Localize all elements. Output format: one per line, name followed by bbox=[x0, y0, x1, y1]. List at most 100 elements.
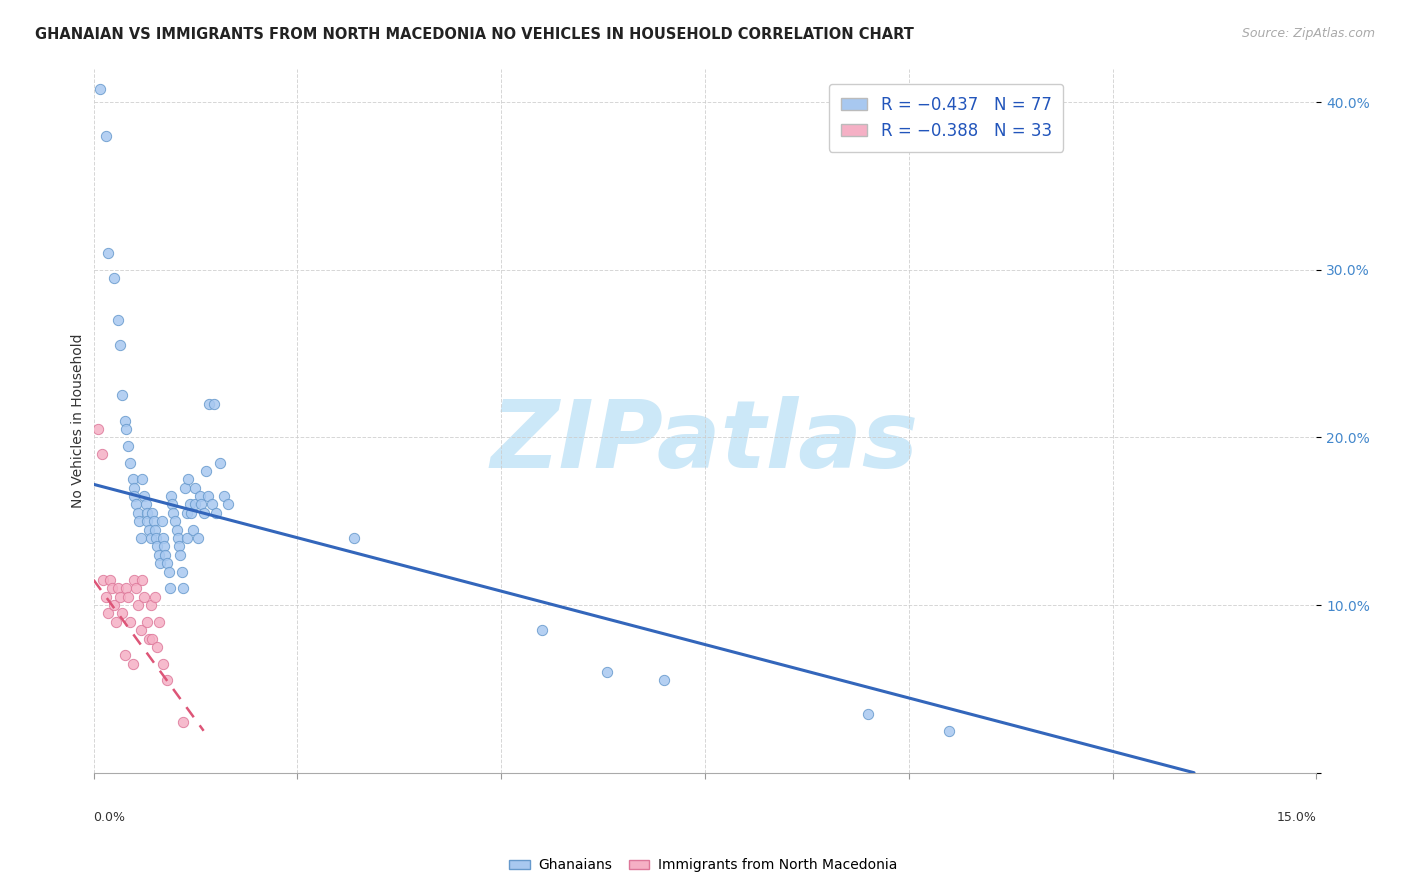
Point bbox=[141, 506, 163, 520]
Point bbox=[198, 397, 221, 411]
Point bbox=[135, 615, 157, 629]
Point bbox=[145, 531, 167, 545]
Point bbox=[124, 481, 146, 495]
Point bbox=[212, 489, 235, 503]
Point bbox=[125, 582, 148, 596]
Point bbox=[181, 523, 204, 537]
Point bbox=[343, 531, 366, 545]
Point bbox=[188, 489, 211, 503]
Point bbox=[105, 615, 128, 629]
Point bbox=[195, 464, 218, 478]
Point bbox=[139, 531, 162, 545]
Point bbox=[160, 489, 183, 503]
Point bbox=[115, 422, 138, 436]
Point bbox=[141, 632, 163, 646]
Point bbox=[86, 422, 108, 436]
Point bbox=[108, 338, 131, 352]
Point bbox=[131, 573, 153, 587]
Point bbox=[98, 573, 121, 587]
Point bbox=[129, 531, 152, 545]
Point bbox=[138, 523, 160, 537]
Legend: R = −0.437   N = 77, R = −0.388   N = 33: R = −0.437 N = 77, R = −0.388 N = 33 bbox=[830, 84, 1063, 152]
Point bbox=[121, 472, 143, 486]
Point bbox=[135, 506, 157, 520]
Point bbox=[176, 506, 198, 520]
Text: Source: ZipAtlas.com: Source: ZipAtlas.com bbox=[1241, 27, 1375, 40]
Point bbox=[179, 498, 201, 512]
Legend: Ghanaians, Immigrants from North Macedonia: Ghanaians, Immigrants from North Macedon… bbox=[503, 853, 903, 878]
Point bbox=[176, 531, 198, 545]
Point bbox=[152, 540, 174, 554]
Point bbox=[167, 531, 190, 545]
Point bbox=[128, 514, 150, 528]
Point bbox=[165, 514, 187, 528]
Point bbox=[129, 623, 152, 637]
Point bbox=[187, 531, 209, 545]
Point bbox=[124, 489, 146, 503]
Point bbox=[172, 715, 194, 730]
Point bbox=[156, 673, 179, 688]
Point bbox=[652, 673, 675, 688]
Point bbox=[114, 414, 136, 428]
Point bbox=[115, 582, 138, 596]
Point bbox=[124, 573, 146, 587]
Point bbox=[111, 607, 134, 621]
Point bbox=[107, 582, 129, 596]
Point bbox=[120, 615, 142, 629]
Point bbox=[150, 514, 173, 528]
Point bbox=[193, 506, 215, 520]
Point bbox=[184, 498, 207, 512]
Point bbox=[146, 640, 169, 654]
Point bbox=[97, 246, 120, 260]
Text: 0.0%: 0.0% bbox=[94, 812, 125, 824]
Point bbox=[149, 556, 172, 570]
Point bbox=[135, 498, 157, 512]
Point bbox=[197, 489, 219, 503]
Point bbox=[190, 498, 212, 512]
Point bbox=[170, 565, 193, 579]
Point bbox=[596, 665, 619, 679]
Text: 15.0%: 15.0% bbox=[1277, 812, 1316, 824]
Point bbox=[180, 506, 202, 520]
Point bbox=[117, 439, 139, 453]
Point bbox=[217, 498, 239, 512]
Point bbox=[107, 313, 129, 327]
Point bbox=[167, 540, 190, 554]
Point bbox=[143, 590, 166, 604]
Point bbox=[156, 556, 179, 570]
Point bbox=[172, 582, 194, 596]
Point bbox=[127, 598, 149, 612]
Point bbox=[146, 540, 169, 554]
Point bbox=[127, 506, 149, 520]
Point bbox=[94, 128, 117, 143]
Point bbox=[100, 582, 122, 596]
Point bbox=[121, 657, 143, 671]
Point bbox=[125, 498, 148, 512]
Point bbox=[117, 590, 139, 604]
Point bbox=[132, 489, 155, 503]
Point bbox=[173, 481, 195, 495]
Point bbox=[166, 523, 188, 537]
Point bbox=[138, 632, 160, 646]
Point bbox=[205, 506, 228, 520]
Point bbox=[111, 388, 134, 402]
Point bbox=[132, 590, 155, 604]
Point bbox=[157, 565, 180, 579]
Point bbox=[155, 548, 177, 562]
Point bbox=[148, 548, 170, 562]
Point bbox=[938, 723, 960, 738]
Text: ZIPatlas: ZIPatlas bbox=[491, 396, 920, 488]
Point bbox=[93, 573, 115, 587]
Point bbox=[183, 481, 205, 495]
Point bbox=[162, 506, 184, 520]
Point bbox=[152, 531, 174, 545]
Point bbox=[202, 397, 225, 411]
Point bbox=[136, 514, 159, 528]
Point bbox=[114, 648, 136, 663]
Point bbox=[201, 498, 224, 512]
Point bbox=[90, 447, 112, 461]
Point bbox=[108, 590, 131, 604]
Text: GHANAIAN VS IMMIGRANTS FROM NORTH MACEDONIA NO VEHICLES IN HOUSEHOLD CORRELATION: GHANAIAN VS IMMIGRANTS FROM NORTH MACEDO… bbox=[35, 27, 914, 42]
Point bbox=[139, 598, 162, 612]
Point bbox=[143, 523, 166, 537]
